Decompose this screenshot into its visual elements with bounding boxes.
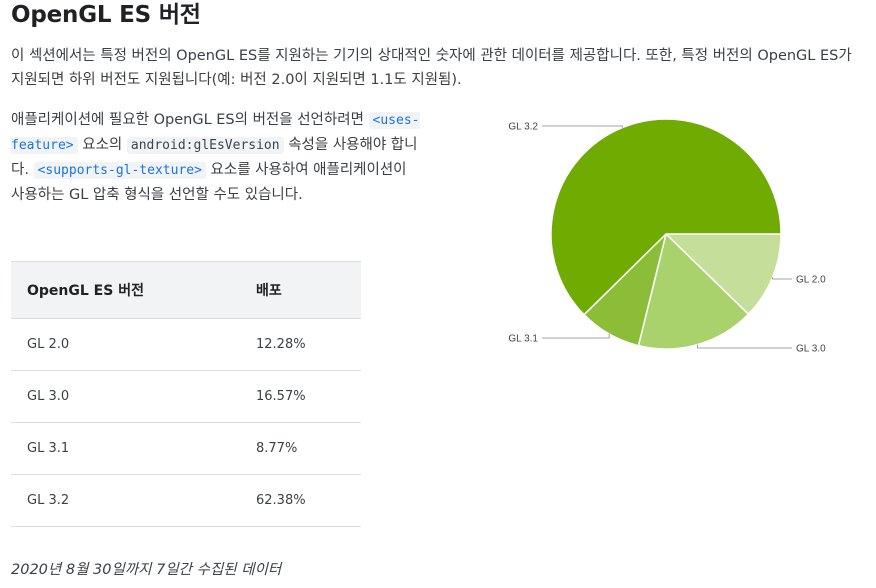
page-title: OpenGL ES 버전	[11, 2, 201, 28]
gl-version-table: OpenGL ES 버전 배포 GL 2.0 12.28% GL 3.0 16.…	[11, 261, 361, 527]
table-row: GL 3.1 8.77%	[11, 422, 361, 475]
gles-version-attr-code: android:glEsVersion	[126, 137, 284, 154]
pie-label-gl-3-2: GL 3.2	[508, 122, 538, 133]
table-row: GL 3.0 16.57%	[11, 370, 361, 423]
table-row: GL 2.0 12.28%	[11, 318, 361, 371]
row-share: 16.57%	[240, 370, 361, 423]
pie-slice-gl-3-2	[550, 118, 782, 316]
row-share: 8.77%	[240, 422, 361, 475]
header-share: 배포	[240, 261, 361, 319]
table-row: GL 3.2 62.38%	[11, 474, 361, 527]
usage-text-2: 요소의	[77, 137, 127, 153]
distribution-pie-chart: GL 2.0 GL 3.0 GL 3.1 GL 3.2	[508, 118, 826, 355]
pie-slice-gl-3-0	[637, 232, 750, 350]
row-version: GL 3.2	[11, 474, 240, 527]
row-share: 12.28%	[240, 318, 361, 371]
supports-gl-texture-code-link[interactable]: <supports-gl-texture>	[33, 162, 206, 179]
row-version: GL 3.1	[11, 422, 240, 475]
row-version: GL 3.0	[11, 370, 240, 423]
pie-label-gl-3-0: GL 3.0	[796, 344, 826, 355]
intro-paragraph: 이 섹션에서는 특정 버전의 OpenGL ES를 지원하는 기기의 상대적인 …	[11, 48, 852, 88]
header-version: OpenGL ES 버전	[11, 261, 240, 319]
row-share: 62.38%	[240, 474, 361, 527]
leader-line-gl-3-2	[542, 125, 623, 128]
usage-text-3: 속성을 사용해야 합니다.	[11, 137, 418, 178]
pie-label-gl-3-1: GL 3.1	[508, 334, 538, 345]
leader-line-gl-2-0	[772, 277, 792, 280]
usage-text-4: 요소를 사용하여 애플리케이션이 사용하는 GL 압축 형식을 선언할 수도 있…	[11, 162, 407, 203]
leader-line-gl-3-0	[697, 344, 792, 349]
usage-paragraph: 애플리케이션에 필요한 OpenGL ES의 버전을 선언하려면 <uses-f…	[11, 108, 421, 207]
leader-line-gl-3-1	[542, 333, 610, 339]
pie-label-gl-2-0: GL 2.0	[796, 275, 826, 286]
table-header-row: OpenGL ES 버전 배포	[11, 261, 361, 319]
data-footnote: 2020년 8월 30일까지 7일간 수집된 데이터	[11, 562, 282, 578]
row-version: GL 2.0	[11, 318, 240, 371]
usage-text-1: 애플리케이션에 필요한 OpenGL ES의 버전을 선언하려면	[11, 112, 369, 128]
pie-slice-gl-2-0	[664, 233, 782, 316]
